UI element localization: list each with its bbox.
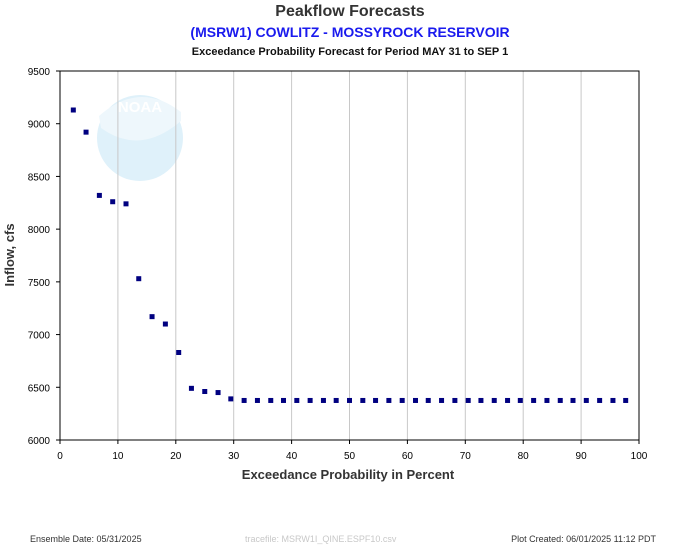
y-tick-label: 8000 [28, 225, 51, 236]
y-tick-label: 7000 [28, 331, 51, 342]
ensemble-date: Ensemble Date: 05/31/2025 [30, 534, 142, 544]
station-subtitle: (MSRW1) COWLITZ - MOSSYROCK RESERVOIR [190, 24, 510, 40]
data-point [399, 397, 405, 403]
data-point [452, 397, 458, 403]
data-point [544, 397, 550, 403]
data-point [241, 397, 247, 403]
y-tick-label: 9000 [28, 120, 51, 131]
data-point [373, 397, 379, 403]
data-point [623, 397, 629, 403]
data-point [123, 201, 129, 207]
data-point [505, 397, 511, 403]
data-point [280, 397, 286, 403]
x-tick-label: 50 [344, 451, 356, 462]
data-point [202, 389, 208, 395]
x-tick-label: 40 [286, 451, 298, 462]
data-point [583, 397, 589, 403]
data-point [517, 397, 523, 403]
data-point [83, 129, 89, 135]
tracefile-label: tracefile: MSRW1I_QINE.ESPF10.csv [245, 534, 397, 544]
data-point [439, 397, 445, 403]
x-axis-label: Exceedance Probability in Percent [242, 467, 455, 482]
x-tick-label: 10 [112, 451, 124, 462]
data-point [188, 385, 194, 391]
data-point [347, 397, 352, 403]
data-point [254, 397, 260, 403]
data-point [531, 397, 537, 403]
data-point [162, 321, 168, 327]
data-point [333, 397, 339, 403]
period-subtitle: Exceedance Probability Forecast for Peri… [191, 46, 509, 58]
data-point [425, 397, 431, 403]
data-point [96, 192, 102, 198]
y-tick-label: 6000 [28, 436, 51, 447]
y-tick-label: 6500 [28, 383, 51, 394]
data-point [610, 397, 616, 403]
x-tick-label: 80 [518, 451, 530, 462]
plot-created: Plot Created: 06/01/2025 11:12 PDT [511, 534, 656, 544]
y-tick-label: 9500 [28, 67, 51, 78]
x-tick-label: 60 [402, 451, 414, 462]
x-tick-label: 30 [228, 451, 240, 462]
data-point [268, 397, 274, 403]
noaa-logo-text: NOAA [118, 99, 162, 116]
data-point [491, 397, 497, 403]
data-point [570, 397, 576, 403]
data-point [478, 397, 484, 403]
data-point [413, 397, 419, 403]
data-point [110, 199, 116, 205]
data-point [307, 397, 313, 403]
data-point [386, 397, 392, 403]
x-tick-label: 70 [460, 451, 472, 462]
noaa-logo-icon: NOAA [97, 95, 183, 181]
data-point [176, 349, 182, 355]
data-points [70, 107, 629, 403]
data-point [465, 397, 471, 403]
x-tick-label: 0 [57, 451, 63, 462]
chart-title: Peakflow Forecasts [275, 3, 425, 20]
data-point [294, 397, 300, 403]
x-tick-label: 100 [631, 451, 648, 462]
x-tick-label: 20 [170, 451, 182, 462]
data-point [360, 397, 366, 403]
grid [117, 71, 582, 440]
data-point [597, 397, 603, 403]
axis-ticks: 0 10 20 30 40 50 60 70 80 90 100 6000 6500 7000 7500 80… [28, 67, 648, 462]
data-point [228, 396, 234, 402]
data-point [136, 276, 142, 282]
data-point [215, 390, 221, 396]
data-point [70, 107, 76, 113]
data-point [557, 397, 563, 403]
y-axis-label: Inflow, cfs [2, 223, 17, 286]
y-tick-label: 8500 [28, 172, 51, 183]
y-tick-label: 7500 [28, 278, 51, 289]
data-point [149, 314, 155, 320]
x-tick-label: 90 [576, 451, 588, 462]
data-point [320, 397, 326, 403]
